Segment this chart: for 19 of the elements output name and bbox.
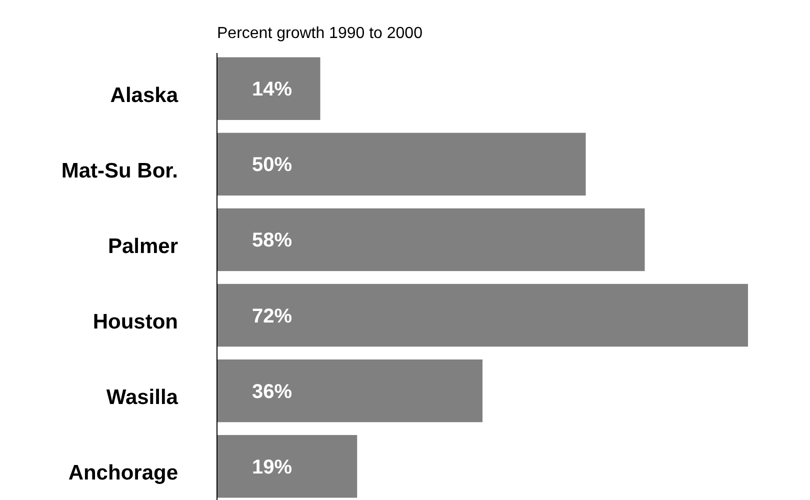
bar [217,284,748,347]
y-tick-label: Mat-Su Bor. [61,160,178,183]
y-tick-label: Houston [92,310,178,334]
bar [217,132,586,196]
y-tick-label: Palmer [108,235,178,258]
bar [217,57,320,120]
data-label: 72% [252,305,292,328]
data-label: 36% [252,380,292,403]
data-label: 50% [252,154,292,176]
data-label: 14% [252,78,292,101]
data-label: 19% [252,456,292,478]
data-label: 58% [252,230,292,252]
chart-title: Percent growth 1990 to 2000 [217,25,423,42]
y-tick-label: Anchorage [68,462,178,485]
bar [217,359,482,422]
y-tick-label: Alaska [110,84,178,107]
bar [217,208,645,272]
y-tick-label: Wasilla [106,386,178,410]
bar [217,435,358,498]
